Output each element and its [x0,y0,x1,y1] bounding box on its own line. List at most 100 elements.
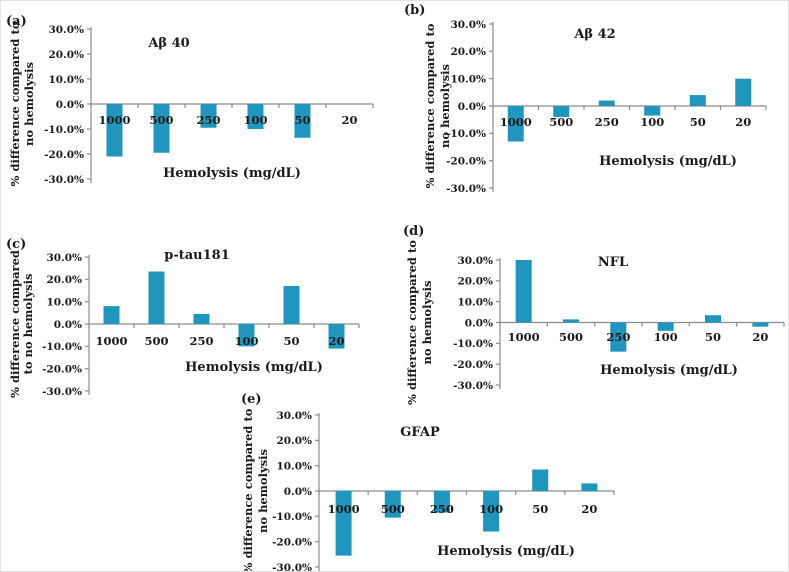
x-category-label: 1000 [508,330,540,344]
x-category-label: 250 [606,330,630,344]
x-category-label: 20 [752,330,768,344]
x-category-label: 500 [149,113,173,127]
y-tick-label: -20.0% [446,155,486,167]
y-tick-label: 10.0% [450,73,486,85]
bar-20 [328,324,345,349]
bar-250 [610,322,627,352]
y-tick-label: -10.0% [272,511,312,523]
y-tick-label: 0.0% [458,101,486,113]
y-tick-label: -20.0% [453,359,493,371]
chart-a: 30.0% 20.0% 10.0% 0.0% -10.0% -20.0% -30.0% 100… [6,14,374,186]
x-axis-title: Hemolysis (mg/dL) [599,154,737,169]
y-tick-label: 20.0% [450,46,486,58]
bar-500 [384,491,401,518]
y-tick-label: 10.0% [48,74,84,86]
chart-title: NFL [598,255,628,270]
y-tick-label: 0.0% [54,319,82,331]
x-category-label: 20 [341,113,357,127]
y-axis-title-line: % difference compared to [405,240,419,405]
bar-1000 [335,491,352,556]
chart-c: 30.0% 20.0% 10.0% 0.0% -10.0% -20.0% -30.0% 100… [6,237,360,398]
x-category-label: 50 [690,115,706,129]
bar-250 [598,100,615,106]
y-tick-label: -20.0% [272,536,312,548]
x-category-label: 100 [479,502,503,516]
y-tick-label: 10.0% [276,460,312,472]
bar-250 [433,491,450,513]
bar-50 [294,104,311,138]
y-tick-label: -20.0% [44,149,84,161]
bar-1000 [103,306,120,324]
y-tick-label: -30.0% [44,174,84,186]
y-tick-label: 30.0% [276,410,312,422]
bar-50 [705,315,721,323]
y-tick-label: 30.0% [457,255,493,267]
y-axis-title-line: no hemolysis [438,64,452,148]
y-tick-label: 0.0% [56,99,84,111]
bar-500 [148,271,165,324]
y-tick-label: 20.0% [457,276,493,288]
bar-20 [752,322,769,327]
bar-1000 [106,104,123,157]
x-category-label: 100 [243,113,267,127]
x-category-label: 1000 [328,502,360,516]
x-category-label: 50 [283,334,299,348]
y-tick-label: 10.0% [46,296,82,308]
y-tick-label: 10.0% [457,296,493,308]
y-tick-label: 30.0% [48,24,84,36]
y-tick-label: -30.0% [453,380,493,392]
x-category-label: 50 [294,113,310,127]
x-axis-title: Hemolysis (mg/dL) [600,363,738,378]
panel-label: (b) [404,3,425,18]
bar-50 [689,95,706,106]
bar-1000 [507,106,524,142]
bar-1000 [515,260,532,323]
x-category-label: 250 [189,334,213,348]
x-category-label: 20 [581,502,597,516]
bar-500 [153,104,170,153]
bar-50 [532,469,549,491]
y-tick-label: -30.0% [272,562,312,572]
y-axis-title-line: % difference compared [8,250,22,398]
bar-500 [553,106,570,117]
x-category-label: 500 [381,502,405,516]
y-axis-title-line: % difference compared to [423,23,437,188]
x-category-label: 50 [532,502,548,516]
y-tick-label: 30.0% [450,19,486,31]
x-category-label: 100 [654,330,678,344]
y-tick-label: 0.0% [284,486,312,498]
bar-100 [247,104,264,129]
chart-b: 30.0% 20.0% 10.0% 0.0% -10.0% -20.0% -30.0% 100… [404,3,767,195]
chart-title: Aβ 42 [573,27,615,42]
x-category-label: 500 [559,330,583,344]
y-tick-label: -10.0% [42,341,82,353]
y-axis-title-line: no hemolysis [420,281,434,365]
x-axis-title: Hemolysis (mg/dL) [163,166,301,181]
bar-100 [483,491,500,532]
y-tick-label: -20.0% [42,363,82,375]
x-category-label: 500 [144,334,168,348]
bar-500 [563,319,579,323]
x-axis-title: Hemolysis (mg/dL) [185,360,323,375]
y-axis-title-line: to no hemolysis [21,274,35,375]
panel-label: (c) [6,237,26,252]
y-tick-label: 30.0% [46,252,82,264]
bar-20 [581,483,598,491]
y-axis-title-line: no hemolysis [256,449,270,533]
x-category-label: 250 [196,113,220,127]
x-category-label: 1000 [500,115,532,129]
bar-100 [657,322,674,331]
chart-d: 30.0% 20.0% 10.0% 0.0% -10.0% -20.0% -30.0% 100… [403,224,785,405]
chart-title: p-tau181 [164,248,230,263]
x-category-label: 250 [430,502,454,516]
chart-title: GFAP [400,425,440,440]
y-tick-label: 20.0% [46,274,82,286]
y-tick-label: -30.0% [446,183,486,195]
panel-label: (d) [403,224,424,239]
x-category-label: 20 [328,334,344,348]
bar-20 [735,78,752,106]
y-tick-label: 20.0% [48,49,84,61]
y-axis-title-line: % difference compared to [241,408,255,572]
